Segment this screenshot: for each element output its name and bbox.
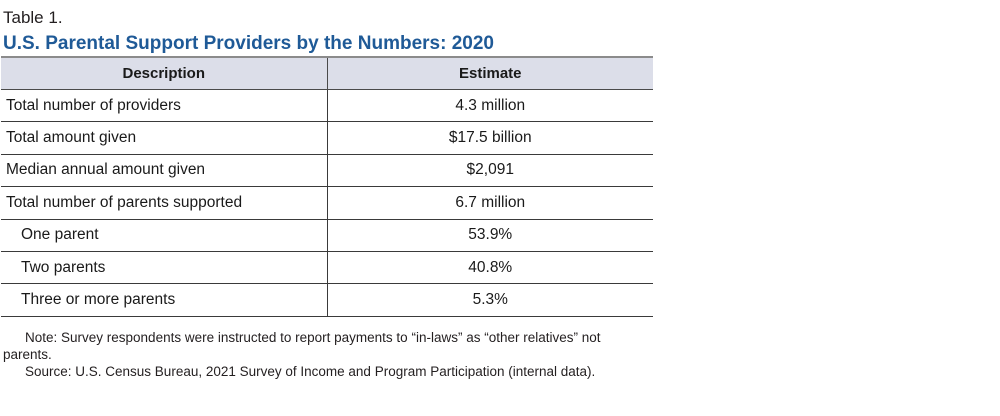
row-description: Total amount given — [1, 121, 328, 155]
source-note: Source: U.S. Census Bureau, 2021 Survey … — [25, 364, 596, 379]
row-description: Two parents — [1, 251, 328, 285]
table-row: One parent 53.9% — [1, 219, 653, 252]
row-estimate: 6.7 million — [327, 186, 653, 220]
data-table: Description Estimate Total number of pro… — [1, 56, 653, 317]
table-row: Total number of parents supported 6.7 mi… — [1, 186, 653, 220]
table-title: U.S. Parental Support Providers by the N… — [3, 33, 494, 54]
row-estimate: 53.9% — [327, 219, 653, 252]
table-row: Total number of providers 4.3 million — [1, 89, 653, 123]
row-description: Total number of parents supported — [1, 186, 328, 220]
column-header-description: Description — [1, 56, 328, 90]
row-estimate: 4.3 million — [327, 89, 653, 123]
row-description: Median annual amount given — [1, 154, 328, 188]
table-notes: Note: Survey respondents were instructed… — [3, 329, 603, 380]
survey-note: Note: Survey respondents were instructed… — [3, 330, 601, 362]
row-estimate: $17.5 billion — [327, 121, 653, 155]
table-row: Two parents 40.8% — [1, 251, 653, 285]
table-header-row: Description Estimate — [1, 56, 653, 90]
table-row: Median annual amount given $2,091 — [1, 154, 653, 188]
table-label: Table 1. — [3, 8, 63, 27]
table-row: Three or more parents 5.3% — [1, 283, 653, 317]
row-description: Three or more parents — [1, 283, 328, 317]
table-row: Total amount given $17.5 billion — [1, 121, 653, 155]
row-description: One parent — [1, 219, 328, 252]
row-estimate: 40.8% — [327, 251, 653, 285]
row-estimate: 5.3% — [327, 283, 653, 317]
column-header-estimate: Estimate — [327, 56, 653, 90]
row-estimate: $2,091 — [327, 154, 653, 188]
row-description: Total number of providers — [1, 89, 328, 123]
